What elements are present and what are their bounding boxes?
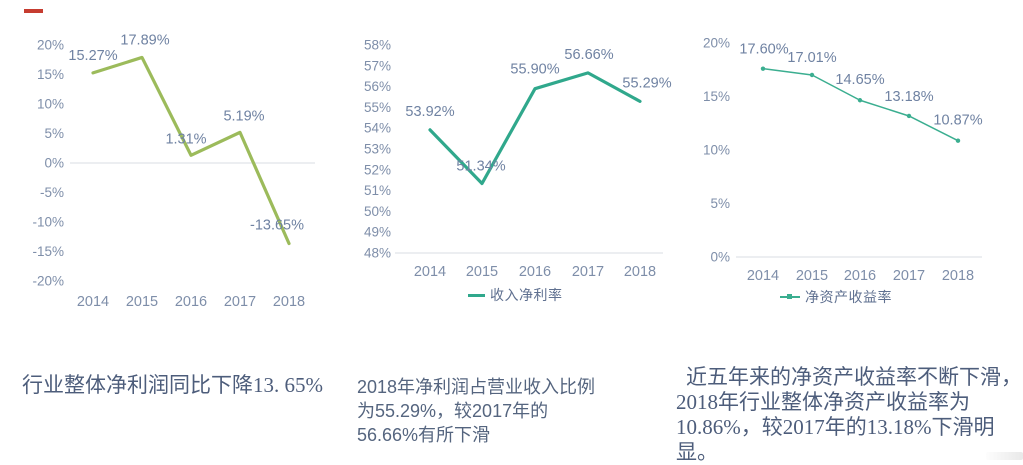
svg-text:15%: 15%	[703, 89, 730, 104]
svg-text:1.31%: 1.31%	[165, 131, 206, 147]
svg-text:2016: 2016	[175, 294, 207, 310]
svg-text:2018: 2018	[942, 268, 974, 284]
svg-text:55.90%: 55.90%	[510, 62, 559, 78]
svg-text:49%: 49%	[364, 225, 391, 240]
svg-text:10%: 10%	[37, 97, 64, 112]
svg-text:14.65%: 14.65%	[835, 72, 884, 88]
svg-text:2017: 2017	[572, 264, 604, 280]
caption-net-profit-yoy: 行业整体净利润同比下降13. 65%	[22, 373, 323, 397]
svg-text:2015: 2015	[126, 294, 158, 310]
svg-text:15.27%: 15.27%	[68, 48, 117, 64]
svg-text:2015: 2015	[466, 264, 498, 280]
net-margin-legend-swatch	[468, 293, 485, 297]
svg-text:56%: 56%	[364, 79, 391, 94]
svg-text:-20%: -20%	[32, 274, 64, 289]
svg-text:10.87%: 10.87%	[933, 113, 982, 129]
legend-net-margin: 收入净利率	[468, 285, 563, 305]
svg-text:2014: 2014	[77, 294, 109, 310]
svg-text:2014: 2014	[414, 264, 446, 280]
svg-text:52%: 52%	[364, 162, 391, 177]
svg-text:5%: 5%	[44, 126, 64, 141]
svg-text:53.92%: 53.92%	[405, 104, 454, 120]
caption-net-margin: 2018年净利润占营业收入比例 为55.29%，较2017年的 56.66%有所…	[357, 377, 596, 445]
svg-text:2014: 2014	[747, 268, 779, 284]
svg-text:-10%: -10%	[32, 215, 64, 230]
svg-text:2015: 2015	[796, 268, 828, 284]
svg-text:2018: 2018	[624, 264, 656, 280]
svg-text:2016: 2016	[519, 264, 551, 280]
svg-text:55%: 55%	[364, 100, 391, 115]
roe-legend-swatch	[780, 294, 800, 299]
svg-text:55.29%: 55.29%	[622, 75, 671, 91]
svg-text:2016: 2016	[844, 268, 876, 284]
red-dash-accent	[24, 9, 43, 13]
svg-text:17.01%: 17.01%	[787, 50, 836, 66]
svg-text:5%: 5%	[710, 196, 730, 211]
svg-text:58%: 58%	[364, 38, 391, 53]
svg-text:48%: 48%	[364, 246, 391, 261]
legend-roe: 净资产收益率	[780, 287, 892, 307]
svg-text:-15%: -15%	[32, 244, 64, 259]
svg-text:0%: 0%	[710, 250, 730, 265]
svg-text:0%: 0%	[44, 156, 64, 171]
svg-text:2017: 2017	[893, 268, 925, 284]
net-margin-plot: 58% 57% 56% 55% 54% 53% 52% 51% 50% 49% 48% 2014 201…	[364, 38, 672, 281]
svg-text:2018: 2018	[273, 294, 305, 310]
svg-text:2017: 2017	[224, 294, 256, 310]
svg-text:51.34%: 51.34%	[456, 159, 505, 175]
net-profit-yoy-plot: 20% 15% 10% 5% 0% -5% -10% -15% -20% 2014 2015 2016…	[32, 32, 315, 310]
svg-text:15%: 15%	[37, 67, 64, 82]
svg-text:20%: 20%	[37, 38, 64, 53]
svg-text:50%: 50%	[364, 204, 391, 219]
svg-text:5.19%: 5.19%	[223, 108, 264, 124]
svg-text:54%: 54%	[364, 121, 391, 136]
svg-text:-5%: -5%	[40, 185, 64, 200]
svg-text:56.66%: 56.66%	[564, 47, 613, 63]
svg-text:20%: 20%	[703, 36, 730, 51]
roe-legend-label: 净资产收益率	[805, 289, 892, 305]
svg-text:10%: 10%	[703, 143, 730, 158]
svg-text:17.60%: 17.60%	[739, 42, 788, 58]
svg-text:13.18%: 13.18%	[884, 89, 933, 105]
corner-shade	[986, 452, 1023, 460]
roe-plot: 20%15%10%5%0%2014 2015 2016 2017 201817.60%1…	[703, 36, 983, 285]
svg-text:51%: 51%	[364, 183, 391, 198]
net-margin-legend-label: 收入净利率	[490, 287, 563, 303]
caption-roe: 近五年来的净资产收益率不断下滑，2018年行业整体净资产收益率为10.86%，较…	[676, 365, 1022, 464]
svg-text:57%: 57%	[364, 58, 391, 73]
svg-text:53%: 53%	[364, 142, 391, 157]
svg-text:-13.65%: -13.65%	[250, 218, 304, 234]
svg-text:17.89%: 17.89%	[120, 32, 169, 48]
